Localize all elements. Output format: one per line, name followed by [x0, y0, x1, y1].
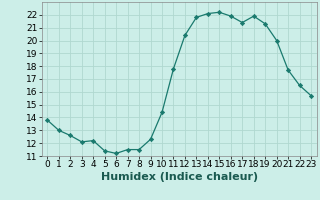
X-axis label: Humidex (Indice chaleur): Humidex (Indice chaleur): [100, 172, 258, 182]
